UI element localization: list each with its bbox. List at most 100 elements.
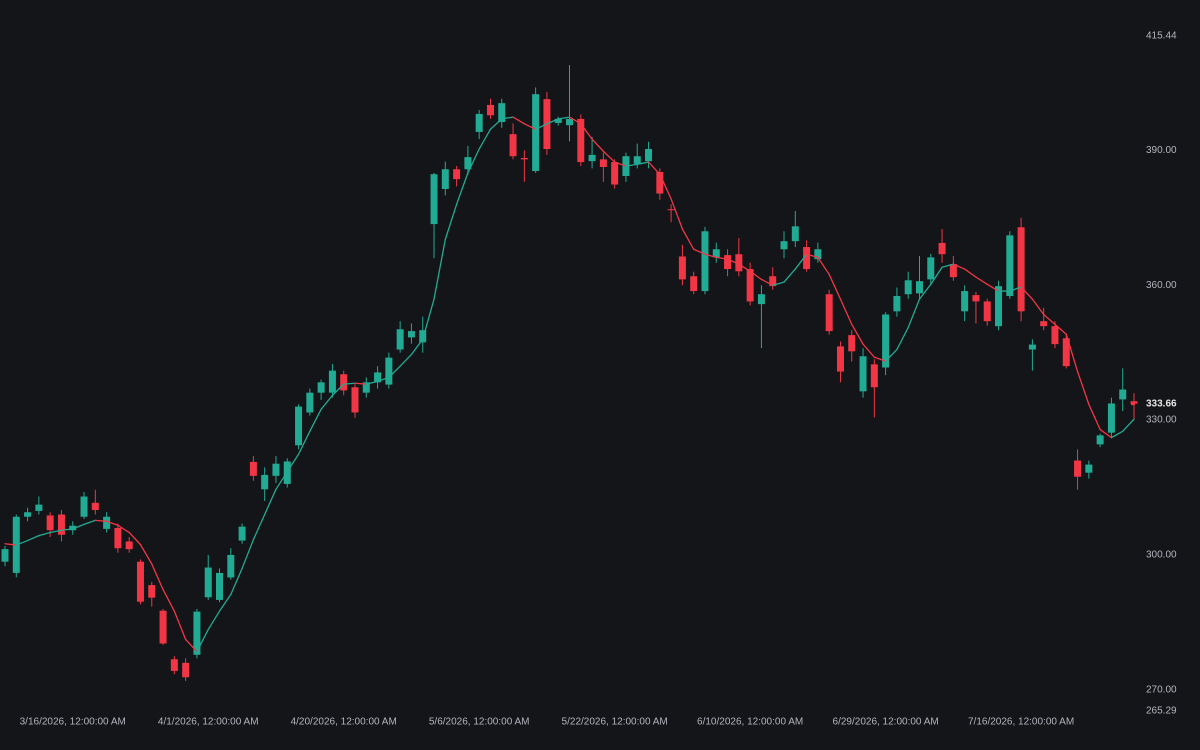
x-tick-label: 4/1/2026, 12:00:00 AM [158, 717, 259, 728]
moving-average [839, 298, 853, 325]
candle-body [848, 335, 856, 352]
candle-body [859, 356, 867, 392]
moving-average [884, 348, 898, 362]
candle-body [532, 94, 540, 172]
moving-average [139, 543, 153, 565]
moving-average [828, 273, 842, 300]
moving-average [94, 519, 108, 522]
candle-body [972, 295, 980, 302]
moving-average [162, 588, 176, 612]
moving-average [60, 528, 74, 531]
candle-body [193, 611, 201, 655]
moving-average [83, 519, 96, 526]
candle-body [136, 561, 144, 602]
moving-average [376, 376, 390, 383]
moving-average [230, 567, 243, 596]
moving-average [467, 148, 480, 174]
candle-body [893, 296, 901, 312]
candle-body [238, 526, 246, 541]
moving-average [252, 513, 266, 541]
candle-body [486, 104, 494, 116]
moving-average [343, 382, 356, 385]
moving-average [851, 323, 864, 345]
moving-average [218, 593, 232, 612]
candle-body [216, 572, 224, 600]
moving-average [568, 116, 582, 125]
candle-body [317, 382, 325, 393]
moving-average [241, 539, 255, 570]
moving-average [388, 365, 401, 379]
candle-body [904, 280, 912, 295]
candle-body [599, 159, 607, 167]
candle-body [814, 249, 822, 260]
candle-body [995, 286, 1003, 327]
candle-body [170, 659, 178, 671]
moving-average [297, 430, 311, 455]
candle-body [915, 281, 923, 294]
moving-average [309, 408, 322, 432]
moving-average [715, 256, 729, 260]
candle-body [464, 157, 472, 170]
moving-average [738, 263, 751, 272]
y-tick-label: 415.44 [1146, 31, 1177, 42]
candle-body [1017, 227, 1025, 312]
candle-body [927, 257, 935, 280]
moving-average [1099, 428, 1113, 439]
candle-body [182, 662, 190, 678]
candle-body [80, 496, 88, 517]
x-tick-label: 6/29/2026, 12:00:00 AM [833, 717, 939, 728]
candle-body [35, 504, 43, 511]
moving-average [964, 268, 977, 278]
candle-body [724, 255, 732, 270]
y-tick-label: 330.00 [1146, 415, 1177, 426]
moving-average [636, 161, 650, 165]
moving-average [1020, 286, 1034, 300]
moving-average [1065, 333, 1079, 373]
candle-body [870, 364, 878, 388]
candle-body [690, 276, 698, 292]
moving-average [670, 198, 684, 230]
candle-body [757, 294, 765, 305]
candle-body [498, 103, 506, 123]
last-price-marker [1131, 402, 1135, 406]
moving-average [749, 270, 763, 281]
candle-body [1085, 464, 1093, 473]
candle-body [882, 314, 890, 368]
candle-body [577, 118, 585, 163]
moving-average [546, 118, 559, 125]
candle-body [938, 242, 946, 255]
candle-body [554, 118, 562, 123]
moving-average [151, 563, 164, 591]
candle-body [1028, 344, 1036, 350]
x-tick-label: 3/16/2026, 12:00:00 AM [20, 717, 126, 728]
moving-average [817, 256, 830, 276]
moving-average [72, 523, 85, 530]
moving-average [952, 263, 966, 270]
moving-average [38, 531, 51, 537]
candle-body [678, 256, 686, 280]
moving-average [805, 253, 819, 259]
candle-body [407, 331, 415, 338]
candle-body [396, 329, 404, 350]
moving-average [1122, 418, 1135, 432]
candle-body [475, 113, 483, 132]
moving-average [647, 161, 661, 175]
candle-body [803, 247, 811, 270]
candle-body [374, 372, 382, 383]
candle-body [430, 174, 438, 225]
candle-body [340, 374, 348, 391]
moving-average [207, 610, 221, 631]
moving-average [365, 380, 379, 385]
candle-body [701, 231, 709, 292]
candle-body [1096, 435, 1104, 445]
candle-body [159, 610, 167, 644]
candle-body [712, 249, 720, 258]
candle-body [24, 512, 32, 517]
moving-average [704, 253, 717, 259]
candle-body [825, 294, 833, 332]
candle-body [453, 169, 461, 180]
moving-average [918, 283, 932, 300]
y-tick-label: 360.00 [1146, 280, 1177, 291]
candle-body [328, 370, 336, 393]
